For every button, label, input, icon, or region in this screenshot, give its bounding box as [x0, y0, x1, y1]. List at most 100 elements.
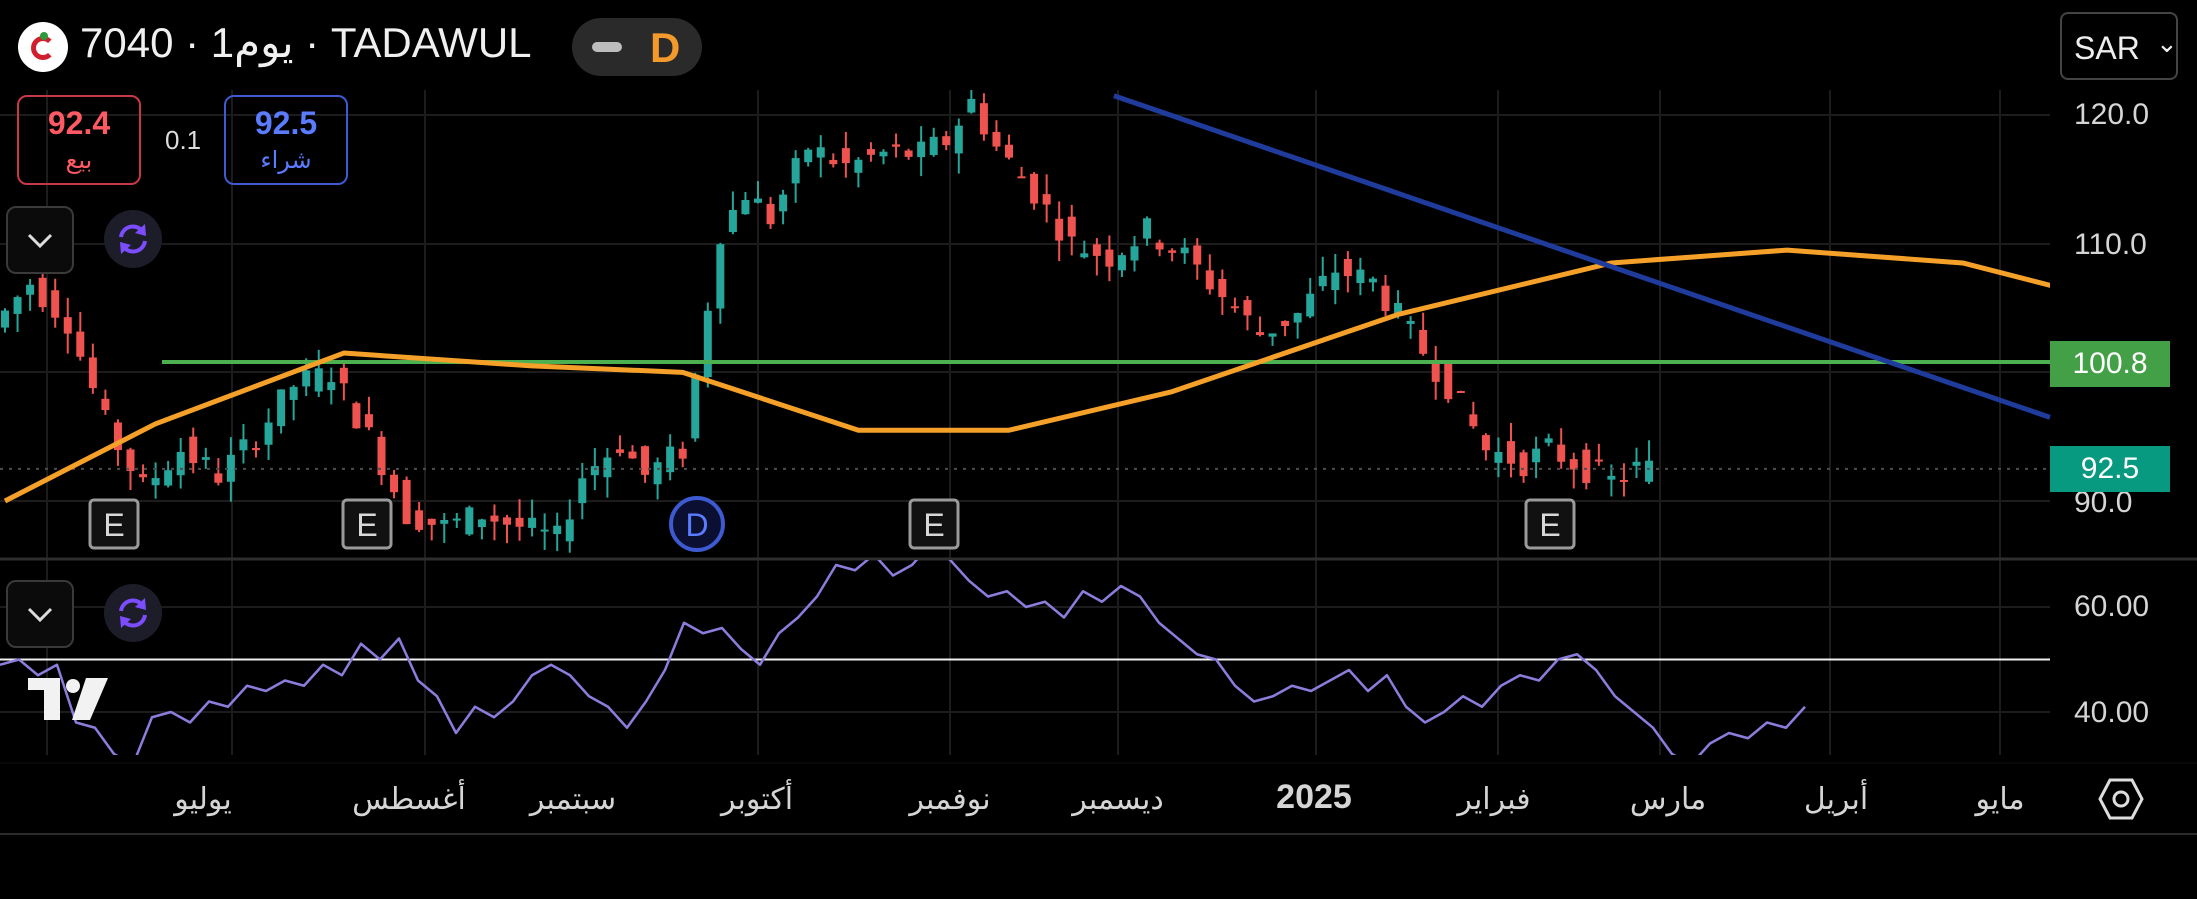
candle-body	[76, 331, 85, 357]
chevron-down-icon	[27, 607, 53, 623]
candle-body	[1394, 303, 1403, 314]
candle-body	[364, 414, 373, 428]
buy-price: 92.5	[254, 105, 318, 141]
candle-body	[917, 141, 926, 158]
collapse-main-pane-button[interactable]	[6, 206, 74, 274]
candle-body	[666, 446, 675, 473]
candle-body	[992, 131, 1001, 147]
rsi-tick-40: 40.00	[2074, 696, 2150, 729]
candle-body	[1293, 313, 1302, 323]
tradingview-logo-icon	[28, 678, 108, 720]
candle-body	[703, 310, 712, 378]
earnings-box	[341, 498, 393, 550]
candle-body	[628, 451, 637, 459]
candle-body	[201, 457, 210, 460]
candle-body	[590, 466, 599, 476]
x-label-2025: 2025	[1276, 778, 1352, 816]
candle-body	[728, 209, 737, 233]
candle-body	[540, 529, 549, 532]
candle-body	[239, 439, 248, 451]
candle-body	[176, 452, 185, 476]
candle-body	[226, 454, 235, 482]
candle-body	[1, 310, 9, 328]
candle-body	[101, 398, 110, 411]
refresh-icon	[119, 224, 147, 254]
event-label: E	[923, 507, 944, 543]
candle-body	[390, 474, 399, 493]
candle-body	[1080, 253, 1089, 258]
candle-body	[13, 297, 22, 314]
candle-body	[1117, 255, 1126, 271]
candle-body	[565, 519, 574, 542]
logo-icon	[18, 22, 68, 72]
dividend-circle	[669, 496, 725, 552]
candle-body	[314, 368, 323, 392]
candle-body	[979, 103, 988, 135]
refresh-icon	[119, 598, 147, 628]
currency-selector[interactable]: SAR ⌄	[2060, 12, 2178, 80]
buy-button[interactable]: 92.5 شراء	[224, 95, 348, 185]
candle-body	[829, 159, 838, 165]
candle-body	[942, 136, 951, 146]
candle-body	[1356, 269, 1365, 284]
event-label: E	[356, 507, 377, 543]
chart-header: 7040 · 1يوم · TADAWUL D SAR ⌄	[0, 0, 2197, 90]
sell-button[interactable]: 92.4 بيع	[17, 95, 141, 185]
candle-body	[528, 517, 537, 528]
candle-body	[264, 422, 273, 445]
candle-body	[515, 517, 524, 527]
candle-body	[477, 519, 486, 528]
candle-body	[854, 159, 863, 173]
candle-body	[1331, 272, 1340, 291]
candle-body	[1180, 247, 1189, 254]
candle-body	[1507, 441, 1515, 464]
candle-body	[816, 147, 825, 158]
candle-body	[339, 367, 348, 384]
candle-body	[1431, 361, 1440, 382]
candle-body	[113, 422, 122, 451]
collapse-rsi-pane-button[interactable]	[6, 580, 74, 648]
candle-body	[1130, 246, 1139, 261]
refresh-rsi-button[interactable]	[104, 584, 162, 642]
currency-label: SAR	[2074, 30, 2140, 66]
candle-body	[766, 204, 775, 225]
candle-body	[866, 149, 875, 155]
candles-group	[1, 90, 1654, 553]
symbol-title[interactable]: 7040 · 1يوم · TADAWUL	[80, 19, 532, 66]
y-tick-120: 120.0	[2074, 98, 2150, 131]
candle-body	[503, 517, 511, 525]
candle-body	[841, 148, 850, 164]
candle-body	[1105, 249, 1114, 267]
candle-body	[352, 403, 361, 429]
candle-body	[716, 244, 725, 309]
candle-body	[63, 317, 72, 334]
x-label-mar: مارس	[1629, 783, 1707, 816]
candle-body	[1494, 452, 1503, 463]
x-label-apr: أبريل	[1803, 783, 1869, 816]
candle-body	[1444, 363, 1453, 400]
candle-body	[754, 198, 762, 203]
candle-body	[1582, 449, 1591, 483]
candle-body	[1469, 414, 1478, 427]
chevron-down-icon: ⌄	[2156, 28, 2178, 58]
candle-body	[164, 470, 173, 486]
event-label: E	[1539, 507, 1560, 543]
candle-body	[26, 284, 35, 295]
candle-body	[139, 474, 148, 478]
candle-body	[1645, 460, 1654, 482]
x-label-may: مايو	[1975, 783, 2025, 816]
candle-body	[615, 449, 624, 453]
refresh-main-button[interactable]	[104, 210, 162, 268]
candle-body	[38, 277, 47, 308]
candle-body	[1030, 173, 1039, 204]
spread-value: 0.1	[165, 125, 202, 155]
data-source-pill[interactable]: D	[572, 18, 702, 76]
settings-hexagon-icon[interactable]	[2098, 776, 2144, 822]
candle-body	[1268, 333, 1277, 337]
last-price-tag: 92.5	[2050, 446, 2170, 492]
candle-body	[1419, 329, 1428, 354]
candle-body	[1205, 270, 1214, 290]
candle-body	[1532, 448, 1541, 463]
